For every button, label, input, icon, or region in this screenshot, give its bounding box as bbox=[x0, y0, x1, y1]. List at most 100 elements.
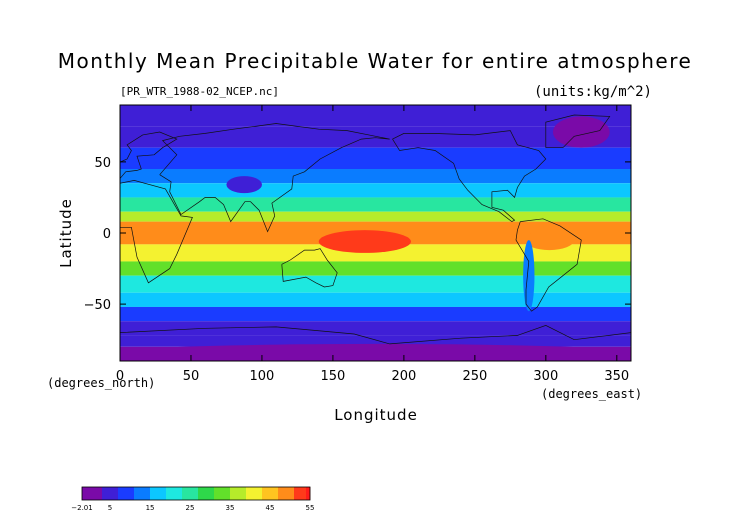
colorbar-cell bbox=[118, 487, 123, 500]
colorbar-cell bbox=[154, 487, 159, 500]
colorbar-cell bbox=[94, 487, 99, 500]
highlight-3 bbox=[226, 176, 262, 194]
colorbar-cell bbox=[298, 487, 303, 500]
band-3 bbox=[120, 169, 631, 184]
colorbar-cell bbox=[82, 487, 87, 500]
colorbar-cell bbox=[266, 487, 271, 500]
highlight-2 bbox=[523, 240, 535, 312]
colorbar-cell bbox=[214, 487, 219, 500]
x-tick-label: 100 bbox=[250, 369, 275, 384]
colorbar-cell bbox=[130, 487, 135, 500]
y-axis-label: Latitude bbox=[57, 198, 75, 268]
band-14 bbox=[120, 335, 631, 347]
colorbar-cell bbox=[254, 487, 259, 500]
greenland-outline bbox=[545, 114, 611, 149]
colorbar-frame bbox=[81, 486, 311, 501]
x-tick-label: 350 bbox=[604, 369, 629, 384]
colorbar-cell bbox=[150, 487, 155, 500]
australia-outline bbox=[281, 248, 338, 288]
colorbar-cell bbox=[146, 487, 151, 500]
colorbar-cell bbox=[158, 487, 163, 500]
x-tick-label: 300 bbox=[533, 369, 558, 384]
band-9 bbox=[120, 261, 631, 276]
colorbar-tick-label: −2.01 bbox=[71, 504, 92, 512]
colorbar-cell bbox=[186, 487, 191, 500]
south-america-outline bbox=[515, 218, 582, 312]
colorbar-cell bbox=[190, 487, 195, 500]
colorbar: −2.01 5 15 25 35 45 55 bbox=[71, 486, 314, 512]
band-4 bbox=[120, 183, 631, 198]
colorbar-cell bbox=[278, 487, 283, 500]
colorbar-cell bbox=[170, 487, 175, 500]
x-unit-label: (degrees_east) bbox=[541, 387, 642, 401]
y-unit-label: (degrees_north) bbox=[47, 376, 155, 390]
colorbar-cell bbox=[262, 487, 267, 500]
band-13 bbox=[120, 321, 631, 336]
colorbar-cell bbox=[198, 487, 203, 500]
colorbar-cell bbox=[106, 487, 111, 500]
colorbar-cell bbox=[306, 487, 311, 500]
colorbar-tick-label: 15 bbox=[146, 504, 155, 512]
colorbar-tick-label: 25 bbox=[186, 504, 195, 512]
colorbar-cell bbox=[238, 487, 243, 500]
colorbar-cell bbox=[182, 487, 187, 500]
colorbar-cell bbox=[242, 487, 247, 500]
colorbar-cell bbox=[206, 487, 211, 500]
colorbar-cell bbox=[86, 487, 91, 500]
x-tick-label: 200 bbox=[391, 369, 416, 384]
x-tick-label: 150 bbox=[321, 369, 346, 384]
colorbar-cell bbox=[210, 487, 215, 500]
band-10 bbox=[120, 275, 631, 293]
y-axis: 50 0 −50 bbox=[84, 156, 631, 313]
highlight-1 bbox=[524, 230, 575, 251]
colorbar-cell bbox=[162, 487, 167, 500]
colorbar-cell bbox=[174, 487, 179, 500]
band-8 bbox=[120, 244, 631, 262]
highlight-5 bbox=[120, 343, 631, 361]
band-5 bbox=[120, 197, 631, 212]
asia-outline bbox=[159, 123, 390, 233]
y-tick-label: −50 bbox=[84, 298, 111, 313]
x-tick-label: 0 bbox=[116, 369, 124, 384]
europe-outline bbox=[120, 131, 178, 180]
colorbar-cell bbox=[218, 487, 223, 500]
band-6 bbox=[120, 211, 631, 222]
chart-title: Monthly Mean Precipitable Water for enti… bbox=[58, 49, 693, 73]
colorbar-cell bbox=[194, 487, 199, 500]
band-2 bbox=[120, 147, 631, 169]
colorbar-cell bbox=[202, 487, 207, 500]
units-label: (units:kg/m^2) bbox=[534, 84, 652, 100]
band-0 bbox=[120, 105, 631, 127]
colorbar-cell bbox=[134, 487, 139, 500]
colorbar-cell bbox=[122, 487, 127, 500]
x-axis: 0 50 100 150 200 250 300 350 bbox=[116, 105, 629, 384]
colorbar-cell bbox=[98, 487, 103, 500]
y-tick-label: 0 bbox=[103, 227, 111, 242]
colorbar-cell bbox=[246, 487, 251, 500]
colorbar-cell bbox=[222, 487, 227, 500]
colorbar-cell bbox=[302, 487, 307, 500]
plot-area bbox=[120, 105, 631, 361]
highlight-0 bbox=[318, 230, 411, 253]
colorbar-cell bbox=[166, 487, 171, 500]
band-12 bbox=[120, 306, 631, 322]
colorbar-cell bbox=[294, 487, 299, 500]
y-tick-label: 50 bbox=[94, 156, 111, 171]
colorbar-cell bbox=[142, 487, 147, 500]
colorbar-cell bbox=[230, 487, 235, 500]
x-axis-label: Longitude bbox=[334, 406, 418, 424]
colorbar-cell bbox=[178, 487, 183, 500]
colorbar-cell bbox=[270, 487, 275, 500]
colorbar-cell bbox=[286, 487, 291, 500]
north-america-outline bbox=[392, 130, 547, 223]
colorbar-cell bbox=[138, 487, 143, 500]
x-tick-label: 250 bbox=[462, 369, 487, 384]
colorbar-cell bbox=[234, 487, 239, 500]
colorbar-cell bbox=[282, 487, 287, 500]
colorbar-cell bbox=[250, 487, 255, 500]
x-tick-label: 50 bbox=[183, 369, 200, 384]
band-11 bbox=[120, 292, 631, 307]
colorbar-cell bbox=[258, 487, 263, 500]
colorbar-cell bbox=[102, 487, 107, 500]
